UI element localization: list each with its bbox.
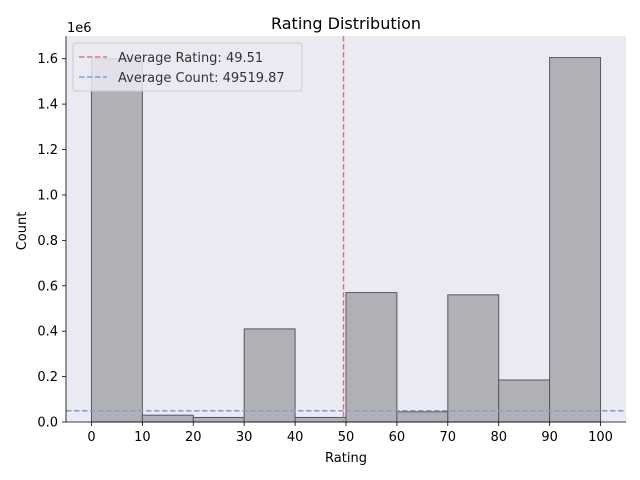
y-tick-label: 0.0 (37, 416, 58, 431)
y-tick-label: 1.2 (37, 143, 58, 158)
legend-frame (72, 42, 303, 92)
y-scale-offset-label: 1e6 (67, 21, 92, 36)
histogram-bar-50-60 (345, 292, 398, 423)
x-tick-label: 40 (287, 430, 304, 445)
x-tick-label: 10 (134, 430, 151, 445)
y-tick-label: 0.6 (37, 279, 58, 294)
reference-lines-group (66, 36, 626, 422)
x-tick-label: 50 (338, 430, 355, 445)
histogram-bar-0-10 (90, 58, 143, 423)
histogram-bar-60-70 (396, 411, 449, 423)
histogram-bar-40-50 (294, 416, 347, 423)
histogram-bar-70-80 (447, 294, 500, 423)
x-tick-label: 80 (490, 430, 507, 445)
y-axis: 0.0 0.2 0.4 0.6 0.8 1.0 1.2 1.4 1.6 (37, 36, 67, 431)
x-axis-label: Rating (325, 451, 367, 466)
y-tick-label: 1.4 (37, 98, 58, 113)
x-tick-label: 0 (87, 430, 95, 445)
legend-label-average-count: Average Count: 49519.87 (118, 71, 285, 86)
x-tick-label: 100 (588, 430, 613, 445)
histogram-bar-90-100 (549, 57, 602, 423)
x-tick-label: 70 (440, 430, 457, 445)
legend-label-average-rating: Average Rating: 49.51 (118, 51, 263, 66)
legend: Average Rating: 49.51 Average Count: 495… (72, 42, 303, 92)
histogram-bar-30-40 (243, 328, 296, 423)
x-tick-label: 20 (185, 430, 202, 445)
histogram-bar-10-20 (141, 414, 194, 423)
y-axis-label: Count (15, 212, 30, 251)
y-tick-label: 1.0 (37, 188, 58, 203)
bars-group (90, 57, 602, 423)
y-tick-label: 0.8 (37, 234, 58, 249)
chart-title: Rating Distribution (271, 14, 421, 33)
y-tick-label: 1.6 (37, 52, 58, 67)
x-tick-label: 30 (236, 430, 253, 445)
x-axis: 0 10 20 30 40 50 60 70 80 90 100 (66, 421, 626, 445)
y-tick-label: 0.4 (37, 325, 58, 340)
y-tick-label: 0.2 (37, 370, 58, 385)
histogram-bar-80-90 (498, 379, 551, 423)
x-tick-label: 90 (541, 430, 558, 445)
x-tick-label: 60 (389, 430, 406, 445)
histogram-bar-20-30 (192, 416, 245, 423)
